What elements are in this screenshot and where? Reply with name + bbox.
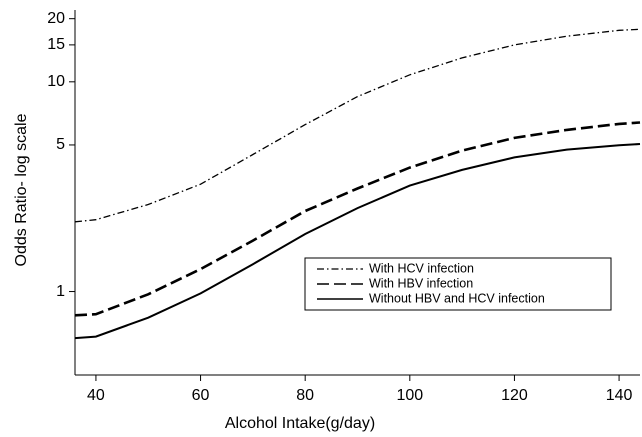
legend-label: With HCV infection (369, 261, 474, 275)
legend-label: With HBV infection (369, 276, 473, 290)
y-tick-label: 15 (47, 36, 65, 53)
series-line (74, 28, 641, 223)
x-axis-label: Alcohol Intake(g/day) (225, 415, 375, 432)
y-tick-label: 10 (47, 73, 65, 90)
legend-label: Without HBV and HCV infection (369, 291, 545, 305)
x-tick-label: 40 (87, 387, 105, 404)
y-tick-label: 5 (56, 136, 65, 153)
x-tick-label: 80 (296, 387, 314, 404)
x-tick-label: 140 (606, 387, 633, 404)
y-axis-label: Odds Ratio- log scale (13, 113, 30, 266)
series-line (74, 143, 641, 340)
x-tick-label: 60 (192, 387, 210, 404)
x-tick-label: 120 (501, 387, 528, 404)
y-tick-label: 20 (47, 10, 65, 27)
series-line (74, 121, 641, 317)
y-tick-label: 1 (56, 283, 65, 300)
x-tick-label: 100 (396, 387, 423, 404)
